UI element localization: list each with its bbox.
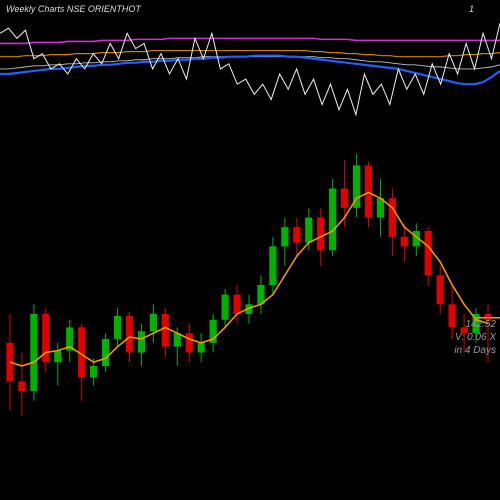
candle-body[interactable]	[90, 366, 97, 378]
candle-body[interactable]	[269, 246, 276, 285]
ticker-label: Weekly Charts NSE ORIENTHOT	[6, 4, 141, 14]
candle-body[interactable]	[30, 314, 37, 391]
candle-body[interactable]	[389, 198, 396, 237]
days-line: in 4 Days	[454, 344, 496, 357]
candle-body[interactable]	[222, 295, 229, 320]
volume-line: V: 0.06 X	[454, 331, 496, 344]
candle-body[interactable]	[281, 227, 288, 246]
candle-body[interactable]	[138, 331, 145, 352]
candle-body[interactable]	[162, 314, 169, 347]
chart-header: Weekly Charts NSE ORIENTHOT 1	[0, 4, 500, 14]
candle-body[interactable]	[54, 351, 61, 363]
price-info-box: 142.52 V: 0.06 X in 4 Days	[454, 318, 496, 357]
candle-body[interactable]	[293, 227, 300, 242]
last-price: 142.52	[454, 318, 496, 331]
candle-body[interactable]	[233, 295, 240, 314]
candle-body[interactable]	[341, 189, 348, 208]
candle-body[interactable]	[425, 231, 432, 275]
timeframe-label: 1	[469, 4, 494, 14]
candle-body[interactable]	[437, 275, 444, 304]
candle-body[interactable]	[317, 218, 324, 251]
candle-body[interactable]	[150, 314, 157, 331]
candle-body[interactable]	[198, 343, 205, 353]
candle-body[interactable]	[305, 218, 312, 243]
indicator-line-white	[0, 23, 500, 115]
candle-body[interactable]	[329, 189, 336, 251]
chart-container[interactable]: { "header": { "left_text": "Weekly Chart…	[0, 0, 500, 500]
candle-body[interactable]	[186, 333, 193, 352]
candle-body[interactable]	[114, 316, 121, 339]
indicator-line-blue	[0, 56, 500, 85]
candle-body[interactable]	[401, 237, 408, 247]
candle-body[interactable]	[18, 381, 25, 391]
indicator-line-magenta	[0, 38, 500, 43]
candle-body[interactable]	[126, 316, 133, 353]
candle-body[interactable]	[102, 339, 109, 366]
candle-body[interactable]	[365, 165, 372, 217]
price-chart[interactable]	[0, 0, 500, 500]
